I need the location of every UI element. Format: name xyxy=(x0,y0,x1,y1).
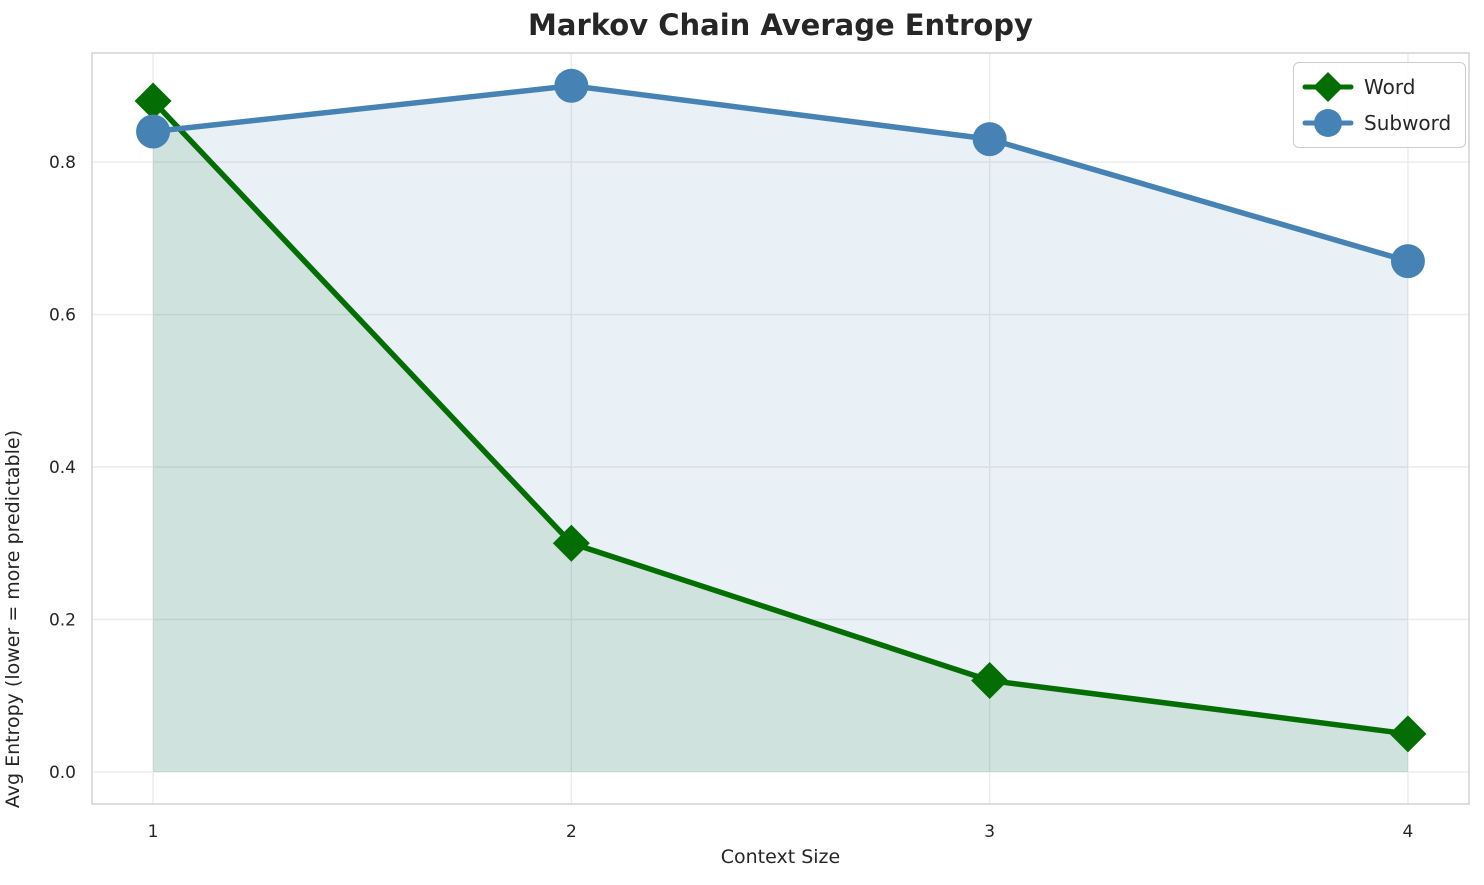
subword-data-point xyxy=(1390,244,1425,279)
legend-label: Subword xyxy=(1364,111,1452,135)
legend-marker-sample xyxy=(1314,109,1342,137)
legend: Word Subword xyxy=(1293,62,1467,148)
word-data-point xyxy=(552,524,590,562)
diamond-marker-icon xyxy=(1302,72,1354,102)
y-tick-label: 0.8 xyxy=(49,153,76,173)
subword-line xyxy=(150,83,1411,264)
y-tick-label: 0.2 xyxy=(49,610,76,630)
word-data-point xyxy=(1389,715,1427,753)
y-tick-label: 0.0 xyxy=(49,763,76,783)
x-tick-label: 3 xyxy=(984,822,995,842)
y-tick-label: 0.6 xyxy=(49,306,76,326)
x-axis-label: Context Size xyxy=(720,846,841,868)
circle-marker-icon xyxy=(1302,109,1354,137)
word-data-point xyxy=(134,82,172,120)
x-tick-label: 4 xyxy=(1403,822,1414,842)
word-area-fill xyxy=(153,101,1408,772)
legend-item-word: Word xyxy=(1302,70,1451,104)
y-tick-label: 0.4 xyxy=(49,458,76,478)
word-data-point xyxy=(971,661,1009,699)
subword-data-point xyxy=(972,122,1007,157)
legend-marker-sample xyxy=(1313,72,1343,102)
legend-label: Word xyxy=(1364,75,1416,99)
subword-data-point xyxy=(554,68,589,103)
x-tick-label: 2 xyxy=(566,822,577,842)
word-line xyxy=(150,98,1411,737)
legend-item-subword: Subword xyxy=(1302,106,1451,140)
y-axis-label-text: Avg Entropy (lower = more predictable) xyxy=(2,429,24,809)
x-tick-label: 1 xyxy=(148,822,159,842)
subword-data-point xyxy=(136,114,171,149)
plot-border xyxy=(91,52,1470,805)
subword-area-fill xyxy=(153,85,1408,772)
chart-title: Markov Chain Average Entropy xyxy=(528,8,1033,42)
